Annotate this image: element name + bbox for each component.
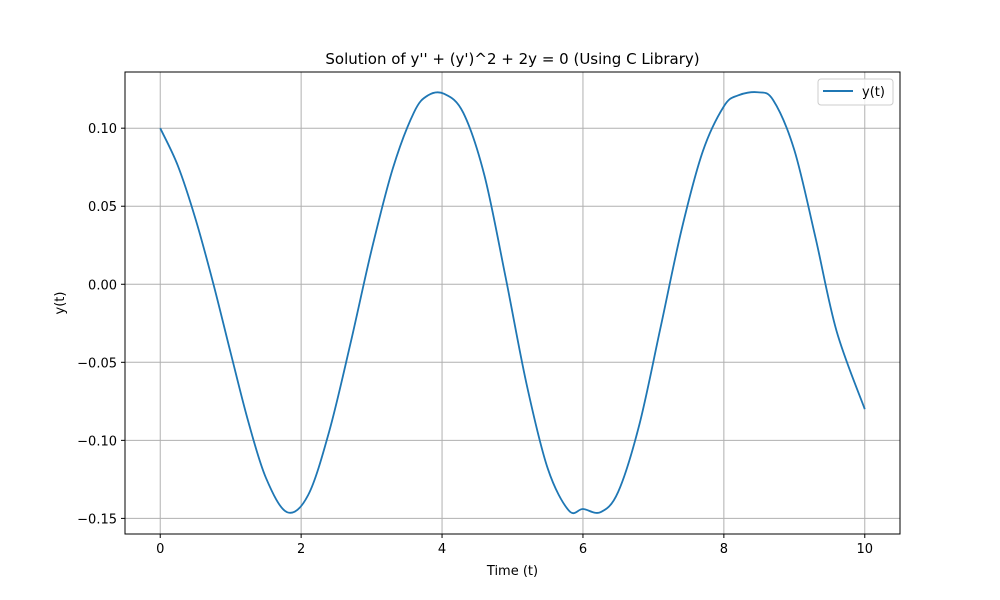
x-tick-label: 2 bbox=[297, 542, 305, 557]
x-tick-label: 4 bbox=[438, 542, 446, 557]
legend: y(t) bbox=[817, 78, 894, 106]
legend-box bbox=[817, 78, 894, 106]
x-tick-label: 10 bbox=[856, 542, 873, 557]
y-axis-label: y(t) bbox=[53, 292, 68, 315]
ticks: 0 2 4 6 8 10 −0.15 −0.10 −0.05 0.00 0.05 0.10 bbox=[77, 122, 873, 557]
x-tick-label: 0 bbox=[156, 542, 164, 557]
y-tick-label: 0.10 bbox=[88, 122, 117, 137]
y-tick-label: 0.00 bbox=[88, 278, 117, 293]
chart-title: Solution of y'' + (y')^2 + 2y = 0 (Using… bbox=[325, 50, 699, 68]
y-tick-label: −0.15 bbox=[77, 512, 117, 527]
legend-label-y-t: y(t) bbox=[862, 85, 885, 100]
x-axis-label: Time (t) bbox=[486, 564, 538, 579]
series-layer bbox=[159, 91, 866, 515]
series-line-y-t bbox=[159, 91, 866, 515]
x-tick-label: 6 bbox=[579, 542, 587, 557]
x-tick-label: 8 bbox=[720, 542, 728, 557]
y-tick-label: −0.05 bbox=[77, 356, 117, 371]
y-tick-label: −0.10 bbox=[77, 434, 117, 449]
plot-frame bbox=[124, 71, 901, 535]
y-tick-label: 0.05 bbox=[88, 200, 117, 215]
